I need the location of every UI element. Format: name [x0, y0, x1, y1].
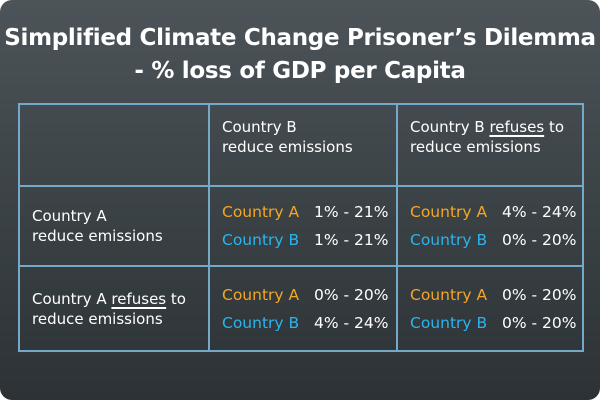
payoff-table: Country B reduce emissions Country B ref…: [18, 103, 584, 352]
payoff: Country B 0% - 20%: [410, 230, 582, 250]
payoff-cell: Country A 1% - 21% Country B 1% - 21%: [208, 185, 398, 267]
player: Country B: [410, 231, 488, 249]
row: Country A refuses to reduce emissions Co…: [18, 265, 584, 352]
player: Country B: [222, 231, 300, 249]
row-label-text: Country A refuses to: [32, 289, 208, 309]
row-label: Country A reduce emissions: [18, 185, 210, 267]
payoff-cell: Country A 4% - 24% Country B 0% - 20%: [396, 185, 584, 267]
emphasis: refuses: [489, 118, 545, 136]
row-label-text: Country A: [32, 207, 107, 225]
corner-cell: [18, 103, 210, 187]
emphasis: refuses: [111, 289, 167, 308]
row: Country A reduce emissions Country A 1% -…: [18, 185, 584, 267]
title: Simplified Climate Change Prisoner’s Dil…: [0, 22, 600, 88]
header-cell: Country B refuses to reduce emissions: [396, 103, 584, 187]
header-text: reduce emissions: [222, 138, 353, 156]
title-line: - % loss of GDP per Capita: [134, 58, 466, 84]
payoff: Country B 1% - 21%: [222, 230, 396, 250]
row-label-text: reduce emissions: [32, 227, 163, 245]
header-text: Country B: [410, 118, 485, 136]
header-text: reduce emissions: [410, 138, 541, 156]
player: Country A: [222, 203, 300, 221]
payoff: Country A 0% - 20%: [222, 285, 396, 305]
payoff-cell: Country A 0% - 20% Country B 0% - 20%: [396, 265, 584, 352]
title-line: Simplified Climate Change Prisoner’s Dil…: [4, 25, 596, 51]
loss-range: 4% - 24%: [314, 313, 389, 332]
header-cell: Country B reduce emissions: [208, 103, 398, 187]
player: Country A: [222, 285, 300, 304]
header-text: to: [548, 118, 564, 136]
player: Country B: [222, 313, 300, 332]
header-text: Country B: [222, 118, 297, 136]
header-text: Country B refuses to: [410, 117, 582, 137]
player: Country A: [410, 285, 488, 304]
payoff: Country A 0% - 20%: [410, 285, 582, 305]
loss-range: 4% - 24%: [502, 203, 577, 221]
payoff: Country B 4% - 24%: [222, 313, 396, 333]
loss-range: 0% - 20%: [502, 313, 577, 332]
loss-range: 0% - 20%: [502, 285, 577, 304]
payoff: Country A 4% - 24%: [410, 202, 582, 222]
row-label-text: to: [170, 289, 186, 308]
payoff: Country A 1% - 21%: [222, 202, 396, 222]
header-row: Country B reduce emissions Country B ref…: [18, 103, 584, 187]
player: Country A: [410, 203, 488, 221]
loss-range: 0% - 20%: [314, 285, 389, 304]
player: Country B: [410, 313, 488, 332]
loss-range: 1% - 21%: [314, 203, 389, 221]
row-label: Country A refuses to reduce emissions: [18, 265, 210, 352]
row-label-text: reduce emissions: [32, 309, 163, 328]
payoff-cell: Country A 0% - 20% Country B 4% - 24%: [208, 265, 398, 352]
row-label-text: Country A: [32, 289, 107, 308]
loss-range: 1% - 21%: [314, 231, 389, 249]
loss-range: 0% - 20%: [502, 231, 577, 249]
payoff: Country B 0% - 20%: [410, 313, 582, 333]
